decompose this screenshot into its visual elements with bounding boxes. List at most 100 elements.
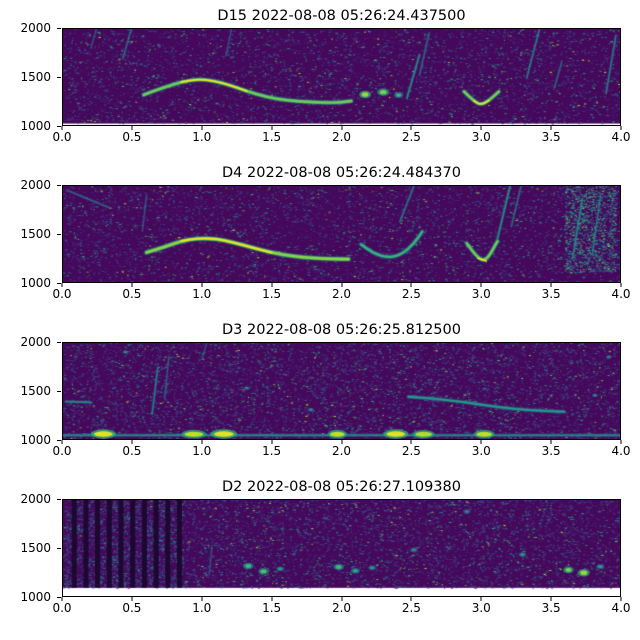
x-tick-mark bbox=[131, 597, 133, 601]
x-tick-label: 0.5 bbox=[122, 601, 142, 615]
y-tick-label: 1000 bbox=[20, 276, 51, 290]
y-tick-label: 1500 bbox=[20, 541, 51, 555]
spectrogram-subplot-d3: D3 2022-08-08 05:26:25.812500 2000 1500 10… bbox=[0, 320, 640, 460]
x-tick-label: 2.0 bbox=[331, 601, 352, 615]
x-tick-label: 2.0 bbox=[331, 444, 352, 458]
x-tick-label: 0.5 bbox=[122, 287, 142, 301]
x-tick-label: 2.5 bbox=[401, 601, 421, 615]
y-tick-mark bbox=[57, 283, 61, 284]
matplotlib-figure: D15 2022-08-08 05:26:24.437500 2000 1500 1… bbox=[0, 6, 640, 617]
x-tick-label: 4.0 bbox=[611, 444, 631, 458]
x-tick-label: 1.0 bbox=[192, 444, 212, 458]
spectrogram-subplot-d15: D15 2022-08-08 05:26:24.437500 2000 1500 1… bbox=[0, 6, 640, 146]
x-tick-label: 3.5 bbox=[541, 444, 561, 458]
x-tick-mark bbox=[550, 126, 552, 130]
x-tick-label: 1.0 bbox=[192, 130, 212, 144]
x-tick-mark bbox=[271, 597, 273, 601]
x-tick-label: 1.5 bbox=[262, 444, 282, 458]
x-tick-mark bbox=[410, 440, 412, 444]
plot-frame bbox=[62, 499, 621, 597]
x-tick-mark bbox=[131, 126, 133, 130]
x-tick-mark bbox=[201, 283, 203, 287]
x-tick-label: 2.0 bbox=[331, 130, 352, 144]
x-tick-mark bbox=[271, 283, 273, 287]
x-tick-mark bbox=[480, 597, 482, 601]
x-tick-label: 1.0 bbox=[192, 601, 212, 615]
y-tick-mark bbox=[57, 499, 61, 500]
spectrogram-image bbox=[63, 500, 620, 596]
x-tick-label: 2.5 bbox=[401, 444, 421, 458]
x-tick-mark bbox=[131, 440, 133, 444]
y-tick-label: 2000 bbox=[20, 178, 51, 192]
x-tick-label: 4.0 bbox=[611, 287, 631, 301]
x-tick-label: 3.5 bbox=[541, 130, 561, 144]
x-axis: 0.0 0.5 1.0 1.5 2.0 2.5 3.0 3.5 4.0 bbox=[52, 126, 631, 146]
plot-frame bbox=[62, 185, 621, 283]
spectrogram-image bbox=[63, 343, 620, 439]
y-tick-label: 1500 bbox=[20, 70, 51, 84]
x-tick-mark bbox=[620, 597, 622, 601]
subplot-title: D3 2022-08-08 05:26:25.812500 bbox=[222, 322, 461, 338]
y-tick-label: 1500 bbox=[20, 227, 51, 241]
x-tick-label: 0.0 bbox=[52, 601, 72, 615]
plot-row: 2000 1500 1000 bbox=[0, 493, 640, 603]
x-tick-label: 4.0 bbox=[611, 601, 631, 615]
x-tick-mark bbox=[131, 283, 133, 287]
x-tick-mark bbox=[410, 126, 412, 130]
y-tick-label: 1500 bbox=[20, 384, 51, 398]
y-axis: 2000 1500 1000 bbox=[0, 493, 62, 603]
x-tick-mark bbox=[620, 283, 622, 287]
subplot-title: D4 2022-08-08 05:26:24.484370 bbox=[222, 165, 461, 181]
x-tick-label: 0.0 bbox=[52, 444, 72, 458]
x-tick-mark bbox=[620, 440, 622, 444]
y-axis: 2000 1500 1000 bbox=[0, 179, 62, 289]
x-tick-mark bbox=[620, 126, 622, 130]
subplot-title: D2 2022-08-08 05:26:27.109380 bbox=[222, 479, 461, 495]
x-tick-mark bbox=[271, 440, 273, 444]
x-tick-label: 0.5 bbox=[122, 130, 142, 144]
x-tick-mark bbox=[61, 283, 63, 287]
x-tick-mark bbox=[550, 440, 552, 444]
y-tick-mark bbox=[57, 28, 61, 29]
x-tick-label: 0.0 bbox=[52, 130, 72, 144]
x-tick-mark bbox=[201, 126, 203, 130]
y-tick-mark bbox=[57, 342, 61, 343]
y-tick-mark bbox=[57, 391, 61, 392]
y-tick-label: 1000 bbox=[20, 119, 51, 133]
x-tick-mark bbox=[550, 597, 552, 601]
x-axis: 0.0 0.5 1.0 1.5 2.0 2.5 3.0 3.5 4.0 bbox=[52, 440, 631, 460]
x-tick-mark bbox=[341, 440, 342, 444]
x-tick-mark bbox=[410, 283, 412, 287]
x-tick-mark bbox=[341, 597, 342, 601]
x-tick-label: 1.0 bbox=[192, 287, 212, 301]
x-tick-label: 3.5 bbox=[541, 601, 561, 615]
x-tick-mark bbox=[480, 126, 482, 130]
y-tick-label: 2000 bbox=[20, 335, 51, 349]
subplot-title: D15 2022-08-08 05:26:24.437500 bbox=[217, 8, 466, 24]
spectrogram-subplot-d2: D2 2022-08-08 05:26:27.109380 2000 1500 10… bbox=[0, 477, 640, 617]
y-tick-label: 2000 bbox=[20, 21, 51, 35]
y-tick-label: 1000 bbox=[20, 433, 51, 447]
x-tick-label: 3.0 bbox=[471, 601, 491, 615]
x-tick-mark bbox=[341, 283, 342, 287]
plot-frame bbox=[62, 28, 621, 126]
x-tick-mark bbox=[201, 440, 203, 444]
x-tick-mark bbox=[480, 440, 482, 444]
x-axis: 0.0 0.5 1.0 1.5 2.0 2.5 3.0 3.5 4.0 bbox=[52, 597, 631, 617]
x-tick-label: 0.0 bbox=[52, 287, 72, 301]
y-tick-mark bbox=[57, 597, 61, 598]
x-tick-label: 3.0 bbox=[471, 287, 491, 301]
x-tick-label: 4.0 bbox=[611, 130, 631, 144]
y-tick-mark bbox=[57, 440, 61, 441]
y-tick-label: 1000 bbox=[20, 590, 51, 604]
x-tick-mark bbox=[61, 126, 63, 130]
plot-row: 2000 1500 1000 bbox=[0, 22, 640, 132]
x-tick-label: 3.5 bbox=[541, 287, 561, 301]
plot-row: 2000 1500 1000 bbox=[0, 179, 640, 289]
y-tick-mark bbox=[57, 234, 61, 235]
plot-row: 2000 1500 1000 bbox=[0, 336, 640, 446]
x-tick-label: 1.5 bbox=[262, 130, 282, 144]
spectrogram-image bbox=[63, 186, 620, 282]
x-tick-mark bbox=[61, 597, 63, 601]
spectrogram-image bbox=[63, 29, 620, 125]
